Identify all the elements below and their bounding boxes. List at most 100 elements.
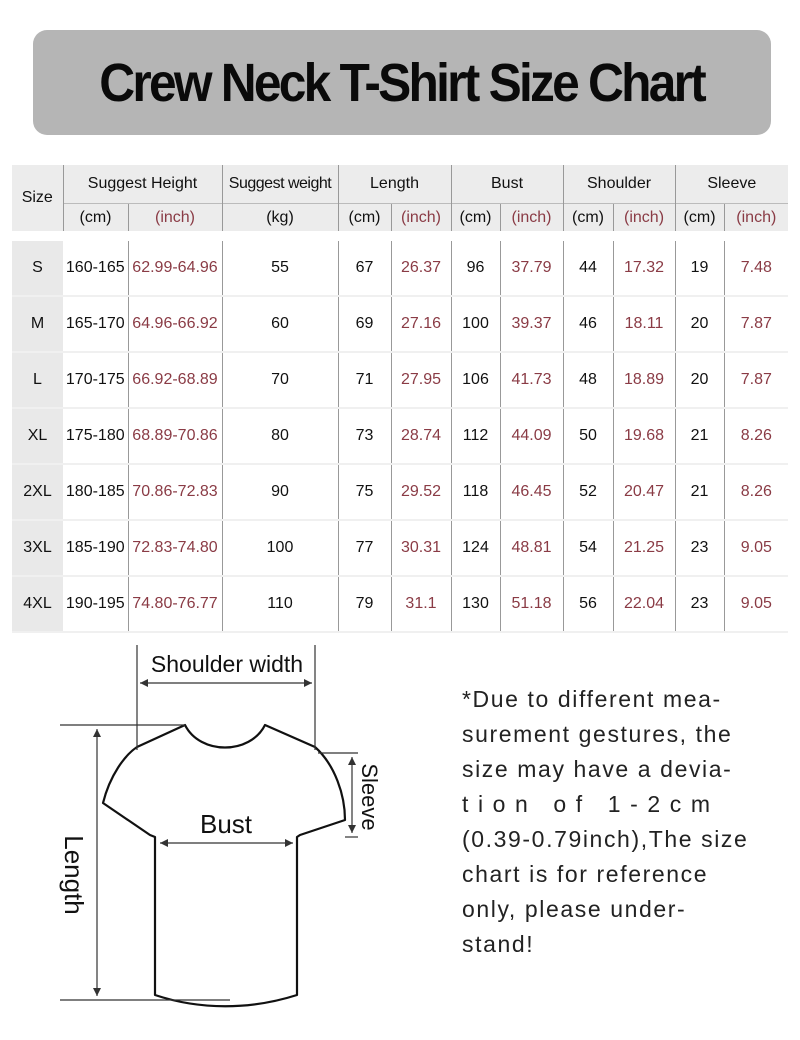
table-row: L 170-175 66.92-68.89 70 71 27.95 106 41.73 48 18… [12, 352, 789, 409]
value-cell: 19.68 [612, 408, 676, 465]
value-cell: 48.81 [499, 520, 564, 577]
value-cell: 96 [450, 241, 500, 297]
page-title: Crew Neck T-Shirt Size Chart [99, 52, 707, 113]
note-line: t i o n o f 1 - 2 c m [462, 791, 712, 817]
value-cell: 165-170 [63, 296, 128, 353]
header-weight: Suggest weight [221, 165, 338, 204]
value-cell: 18.11 [612, 296, 676, 353]
unit-header: (cm) [674, 203, 725, 231]
value-cell: 29.52 [390, 464, 451, 521]
value-cell: 39.37 [499, 296, 564, 353]
value-cell: 26.37 [390, 241, 451, 297]
value-cell: 79 [337, 576, 391, 633]
value-cell: 30.31 [390, 520, 451, 577]
value-cell: 55 [221, 241, 338, 297]
value-cell: 51.18 [499, 576, 564, 633]
value-cell: 90 [221, 464, 338, 521]
value-cell: 50 [562, 408, 614, 465]
length-label: Length [59, 835, 89, 915]
value-cell: 64.96-66.92 [127, 296, 222, 353]
value-cell: 7.87 [723, 296, 789, 353]
value-cell: 110 [221, 576, 338, 633]
tshirt-outline [101, 723, 347, 1008]
value-cell: 118 [450, 464, 500, 521]
value-cell: 17.32 [612, 241, 676, 297]
bust-label: Bust [200, 809, 253, 839]
value-cell: 41.73 [499, 352, 564, 409]
note-line: only, please under- [462, 896, 687, 922]
table-row: S 160-165 62.99-64.96 55 67 26.37 96 37.79 44 17.… [12, 241, 789, 297]
value-cell: 18.89 [612, 352, 676, 409]
note-line: size may have a devia- [462, 756, 733, 782]
tshirt-diagram: Shoulder width Bust Length Sleeve [59, 645, 382, 1008]
value-cell: 27.95 [390, 352, 451, 409]
note-line: surement gestures, the [462, 721, 733, 747]
table-row: 3XL 185-190 72.83-74.80 100 77 30.31 124 48.81 5… [12, 520, 789, 577]
value-cell: 7.48 [723, 241, 789, 297]
size-cell: S [12, 241, 63, 297]
value-cell: 9.05 [723, 576, 789, 633]
value-cell: 130 [450, 576, 500, 633]
value-cell: 46 [562, 296, 614, 353]
value-cell: 28.74 [390, 408, 451, 465]
shoulder-width-label: Shoulder width [151, 651, 303, 677]
value-cell: 100 [450, 296, 500, 353]
unit-header: (cm) [562, 203, 614, 231]
value-cell: 62.99-64.96 [127, 241, 222, 297]
value-cell: 21 [674, 464, 725, 521]
unit-header: (inch) [127, 203, 222, 231]
table-row: M 165-170 64.96-66.92 60 69 27.16 100 39.37 46 18… [12, 296, 789, 353]
title-banner: Crew Neck T-Shirt Size Chart [33, 30, 771, 135]
value-cell: 180-185 [63, 464, 128, 521]
value-cell: 48 [562, 352, 614, 409]
value-cell: 80 [221, 408, 338, 465]
header-shoulder: Shoulder [562, 165, 676, 204]
table-row: 2XL 180-185 70.86-72.83 90 75 29.52 118 46.45 52… [12, 464, 789, 521]
value-cell: 72.83-74.80 [127, 520, 222, 577]
size-cell: 2XL [12, 464, 63, 521]
unit-header: (inch) [499, 203, 564, 231]
value-cell: 60 [221, 296, 338, 353]
unit-header: (inch) [723, 203, 789, 231]
size-cell: L [12, 352, 63, 409]
size-cell: M [12, 296, 63, 353]
value-cell: 66.92-68.89 [127, 352, 222, 409]
unit-header: (kg) [221, 203, 338, 231]
measurement-note: *Due to different mea-surement gestures,… [462, 682, 752, 962]
value-cell: 69 [337, 296, 391, 353]
sleeve-label: Sleeve [357, 763, 382, 830]
value-cell: 20 [674, 352, 725, 409]
unit-header: (cm) [450, 203, 500, 231]
value-cell: 21.25 [612, 520, 676, 577]
unit-header: (cm) [337, 203, 391, 231]
value-cell: 124 [450, 520, 500, 577]
header-sleeve: Sleeve [674, 165, 789, 204]
value-cell: 112 [450, 408, 500, 465]
value-cell: 20.47 [612, 464, 676, 521]
value-cell: 73 [337, 408, 391, 465]
value-cell: 21 [674, 408, 725, 465]
value-cell: 20 [674, 296, 725, 353]
value-cell: 31.1 [390, 576, 451, 633]
value-cell: 46.45 [499, 464, 564, 521]
unit-header: (inch) [390, 203, 451, 231]
value-cell: 22.04 [612, 576, 676, 633]
note-line: chart is for reference [462, 861, 709, 887]
value-cell: 74.80-76.77 [127, 576, 222, 633]
value-cell: 185-190 [63, 520, 128, 577]
value-cell: 8.26 [723, 408, 789, 465]
value-cell: 7.87 [723, 352, 789, 409]
value-cell: 37.79 [499, 241, 564, 297]
header-size: Size [12, 165, 63, 231]
value-cell: 52 [562, 464, 614, 521]
value-cell: 67 [337, 241, 391, 297]
value-cell: 8.26 [723, 464, 789, 521]
value-cell: 44.09 [499, 408, 564, 465]
value-cell: 75 [337, 464, 391, 521]
value-cell: 56 [562, 576, 614, 633]
size-cell: 3XL [12, 520, 63, 577]
unit-header: (cm) [62, 203, 128, 231]
value-cell: 71 [337, 352, 391, 409]
header-bust: Bust [450, 165, 564, 204]
value-cell: 27.16 [390, 296, 451, 353]
